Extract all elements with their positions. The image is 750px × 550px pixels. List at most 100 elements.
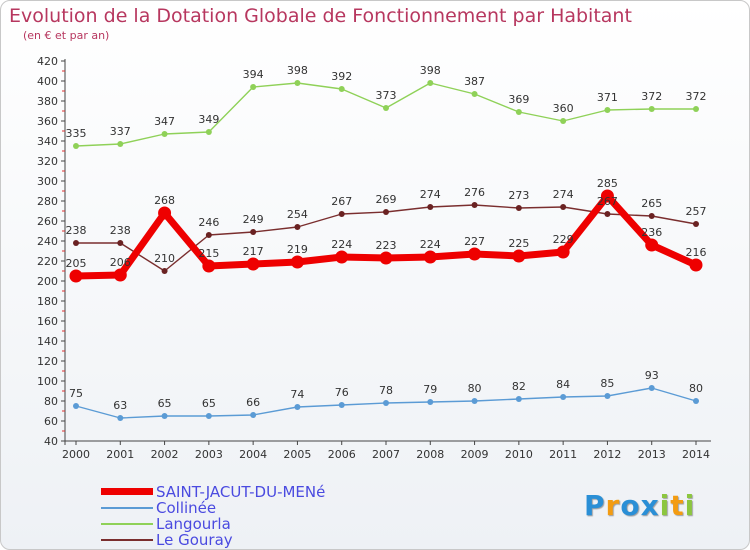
data-point [338, 211, 345, 217]
data-point [246, 257, 260, 271]
data-label: 80 [689, 382, 703, 395]
y-tick-label: 180 [37, 295, 58, 308]
x-tick-label: 2002 [151, 448, 179, 461]
data-label: 80 [468, 382, 482, 395]
y-tick-label: 420 [37, 55, 58, 68]
x-tick-label: 2004 [239, 448, 267, 461]
y-tick-label: 340 [37, 135, 58, 148]
data-label: 205 [66, 257, 87, 270]
data-label: 337 [110, 125, 131, 138]
y-tick-label: 60 [44, 415, 58, 428]
data-point [515, 109, 522, 115]
legend-label: Le Gouray [156, 531, 233, 549]
data-label: 268 [154, 194, 175, 207]
data-label: 225 [508, 237, 529, 250]
data-point [383, 105, 389, 111]
data-point [471, 202, 478, 208]
data-label: 267 [597, 195, 618, 208]
data-label: 273 [508, 189, 529, 202]
x-tick-label: 2000 [62, 448, 90, 461]
data-label: 224 [420, 238, 441, 251]
data-label: 392 [331, 70, 352, 83]
data-label: 66 [246, 396, 260, 409]
data-point [689, 258, 703, 272]
data-point [250, 229, 257, 235]
data-label: 79 [423, 383, 437, 396]
data-label: 75 [69, 387, 83, 400]
data-label: 257 [686, 205, 707, 218]
data-point [205, 129, 212, 135]
data-point [294, 80, 301, 86]
data-point [113, 268, 127, 282]
x-tick-label: 2008 [416, 448, 444, 461]
data-label: 85 [600, 377, 614, 390]
logo-letter: x [640, 489, 660, 522]
data-label: 238 [110, 224, 131, 237]
data-label: 372 [686, 90, 707, 103]
x-tick-label: 2010 [505, 448, 533, 461]
data-label: 265 [641, 197, 662, 210]
data-point [117, 141, 124, 147]
data-label: 246 [198, 216, 219, 229]
x-tick-label: 2013 [638, 448, 666, 461]
data-label: 224 [331, 238, 352, 251]
data-point [648, 106, 655, 112]
x-tick-label: 2011 [549, 448, 577, 461]
data-point [161, 413, 168, 419]
data-point [512, 249, 526, 263]
logo-letter: P [584, 489, 606, 522]
data-label: 206 [110, 256, 131, 269]
data-point [515, 396, 522, 402]
data-label: 369 [508, 93, 529, 106]
legend-item-collinee[interactable]: Collinée [101, 500, 441, 516]
data-label: 349 [198, 113, 219, 126]
data-point [117, 415, 124, 421]
data-point [560, 394, 567, 400]
proxiti-logo: Proxiti [584, 489, 695, 522]
data-label: 63 [113, 399, 127, 412]
legend-label: Collinée [156, 499, 217, 517]
y-tick-label: 320 [37, 155, 58, 168]
data-label: 276 [464, 186, 485, 199]
x-tick-label: 2007 [372, 448, 400, 461]
data-point [560, 204, 567, 210]
y-tick-label: 120 [37, 355, 58, 368]
y-tick-label: 300 [37, 175, 58, 188]
data-point [693, 398, 699, 404]
data-point [383, 209, 389, 215]
y-tick-label: 360 [37, 115, 58, 128]
data-label: 210 [154, 252, 175, 265]
x-tick-label: 2006 [328, 448, 356, 461]
data-label: 398 [420, 64, 441, 77]
data-point [338, 402, 345, 408]
x-tick-label: 2003 [195, 448, 223, 461]
data-label: 249 [243, 213, 264, 226]
data-label: 398 [287, 64, 308, 77]
data-point [471, 91, 478, 97]
data-point [73, 143, 79, 149]
data-point [423, 250, 437, 264]
legend-item-le-gouray[interactable]: Le Gouray [101, 532, 441, 548]
legend-item-saint-jacut[interactable]: SAINT-JACUT-DU-MENé [101, 484, 441, 500]
data-label: 93 [645, 369, 659, 382]
data-label: 387 [464, 75, 485, 88]
x-tick-label: 2005 [283, 448, 311, 461]
logo-letter: t [670, 489, 685, 522]
data-point [73, 403, 79, 409]
data-point [117, 240, 124, 246]
data-point [604, 107, 611, 113]
legend-swatch [101, 488, 153, 495]
data-point [604, 211, 611, 217]
data-point [73, 240, 79, 246]
data-label: 335 [66, 127, 87, 140]
x-tick-label: 2001 [106, 448, 134, 461]
data-point [205, 232, 212, 238]
data-label: 347 [154, 115, 175, 128]
data-point [427, 399, 434, 405]
data-point [338, 86, 345, 92]
data-point [427, 80, 434, 86]
legend-item-langourla[interactable]: Langourla [101, 516, 441, 532]
y-tick-label: 280 [37, 195, 58, 208]
legend-swatch [101, 523, 153, 525]
